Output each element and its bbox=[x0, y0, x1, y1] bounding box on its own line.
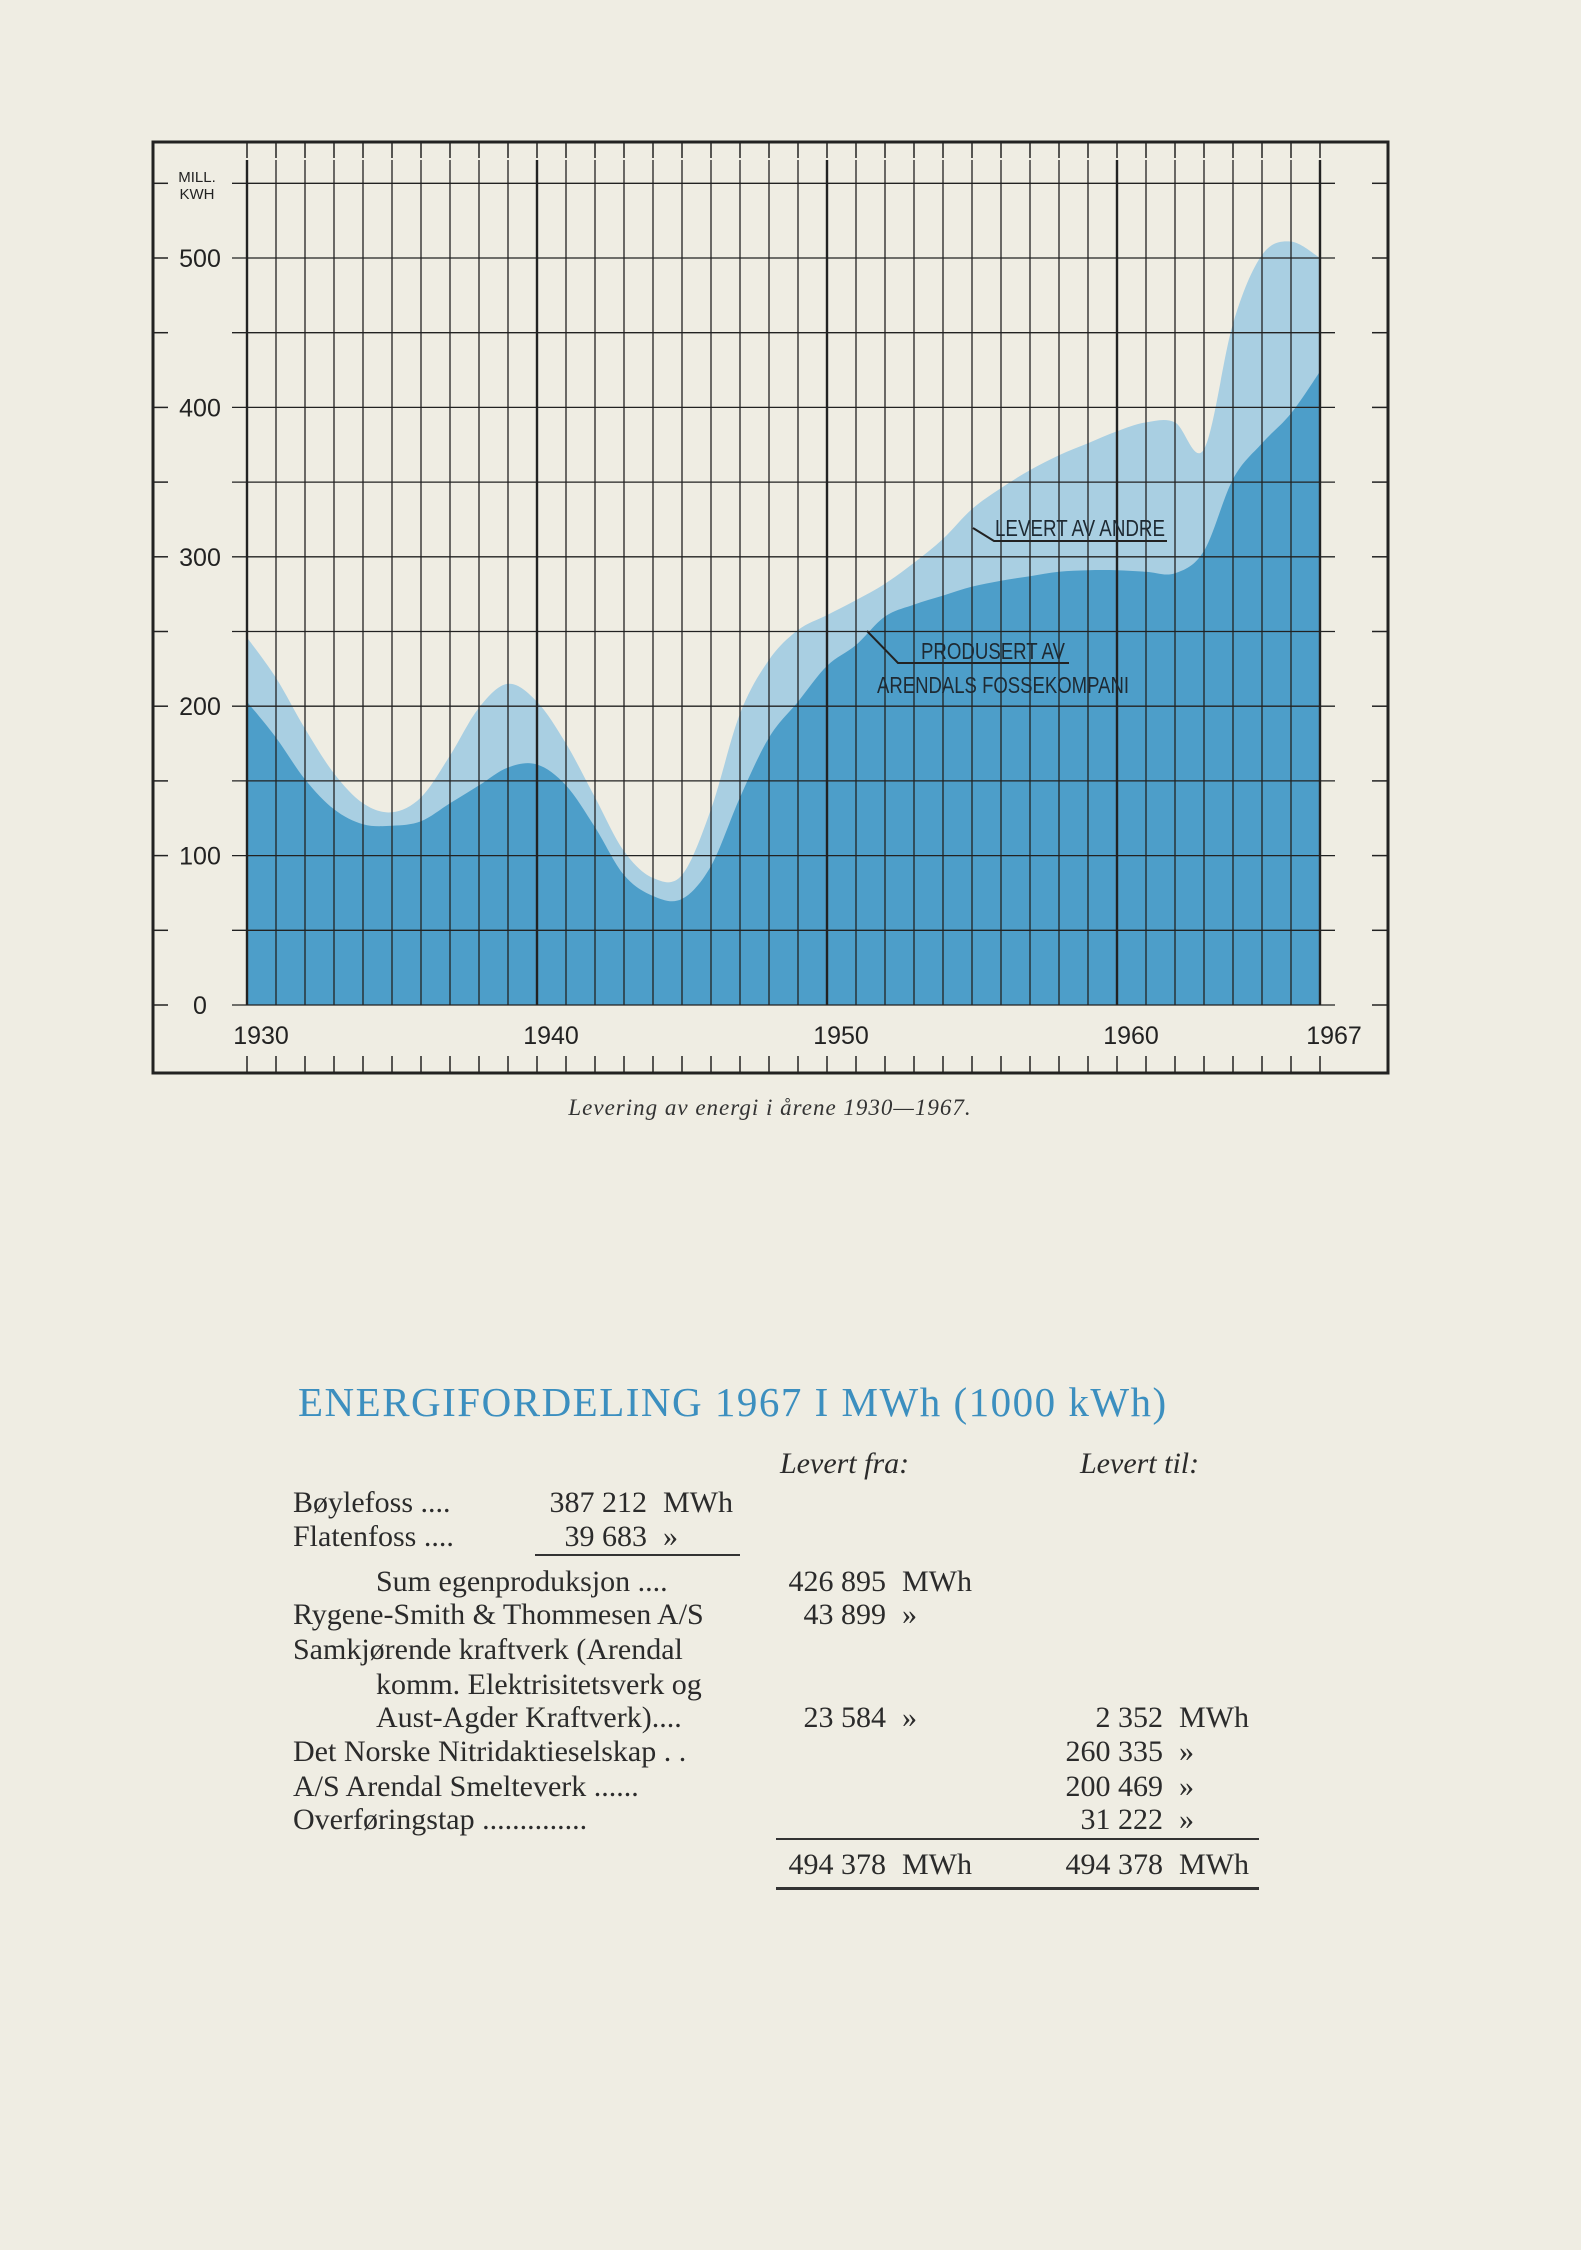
levert-til-unit: » bbox=[1179, 1735, 1194, 1768]
table-row: Sum egenproduksjon .... 426 895 MWh bbox=[0, 1564, 1581, 1600]
row-label: Det Norske Nitridaktieselskap . . bbox=[293, 1735, 687, 1768]
table-row: komm. Elektrisitetsverk og bbox=[0, 1667, 1581, 1703]
total-row: 494 378 MWh 494 378 MWh bbox=[0, 1847, 1581, 1883]
table-row: Samkjørende kraftverk (Arendal bbox=[0, 1632, 1581, 1668]
y-tick-label: 100 bbox=[179, 843, 221, 871]
table-row: A/S Arendal Smelteverk ...... 200 469 » bbox=[0, 1769, 1581, 1805]
y-tick-label: 400 bbox=[179, 394, 221, 422]
table-title: ENERGIFORDELING 1967 I MWh (1000 kWh) bbox=[298, 1379, 1168, 1425]
levert-til-unit: » bbox=[1179, 1770, 1194, 1803]
leader-line-produsert bbox=[866, 630, 1069, 664]
y-unit-label-2: KWH bbox=[180, 186, 215, 203]
levert-til-value: 31 222 bbox=[1080, 1803, 1164, 1836]
y-unit-label-1: MILL. bbox=[178, 169, 216, 186]
subtotal-rule bbox=[535, 1554, 740, 1556]
row-label: Overføringstap .............. bbox=[293, 1803, 588, 1836]
table-row: Overføringstap .............. 31 222 » bbox=[0, 1802, 1581, 1838]
row-label: Sum egenproduksjon .... bbox=[376, 1565, 668, 1598]
x-tick-label: 1930 bbox=[233, 1022, 289, 1050]
production-value: 387 212 bbox=[549, 1486, 648, 1519]
levert-fra-unit: » bbox=[902, 1598, 917, 1631]
sum-rule bbox=[776, 1838, 1259, 1840]
production-unit: MWh bbox=[663, 1486, 733, 1519]
table-row: Flatenfoss .... 39 683 » bbox=[0, 1519, 1581, 1555]
label-levert-av-andre: LEVERT AV ANDRE bbox=[995, 515, 1165, 541]
table-row: Bøylefoss .... 387 212 MWh bbox=[0, 1485, 1581, 1521]
levert-fra-unit: » bbox=[902, 1701, 917, 1734]
label-produsert-av: PRODUSERT AV bbox=[921, 638, 1066, 664]
y-tick-label: 0 bbox=[193, 992, 207, 1020]
row-label: komm. Elektrisitetsverk og bbox=[376, 1668, 702, 1701]
chart-caption: Levering av energi i årene 1930—1967. bbox=[568, 1095, 972, 1120]
leader-line-andre bbox=[972, 527, 1167, 542]
levert-fra-unit: MWh bbox=[902, 1565, 972, 1598]
x-tick-label: 1967 bbox=[1306, 1022, 1362, 1050]
total-til-unit: MWh bbox=[1179, 1848, 1249, 1881]
column-header-levert-til: Levert til: bbox=[1080, 1447, 1200, 1480]
row-label: Bøylefoss .... bbox=[293, 1486, 451, 1519]
area-produced-own bbox=[247, 371, 1320, 1005]
y-tick-label: 200 bbox=[179, 693, 221, 721]
total-fra-unit: MWh bbox=[902, 1848, 972, 1881]
table-row: Det Norske Nitridaktieselskap . . 260 335… bbox=[0, 1734, 1581, 1770]
chart-frame bbox=[151, 140, 1390, 1075]
total-til-value: 494 378 bbox=[1065, 1848, 1164, 1881]
y-tick-label: 300 bbox=[179, 544, 221, 572]
levert-til-unit: » bbox=[1179, 1803, 1194, 1836]
table-row: Aust-Agder Kraftverk).... 23 584 » 2 352 MWh bbox=[0, 1700, 1581, 1736]
production-value: 39 683 bbox=[564, 1520, 648, 1553]
levert-fra-value: 43 899 bbox=[803, 1598, 887, 1631]
annotation-levert-av-andre: LEVERT AV ANDRE bbox=[972, 515, 1167, 542]
row-label: Samkjørende kraftverk (Arendal bbox=[293, 1633, 683, 1666]
levert-til-value: 2 352 bbox=[1095, 1701, 1164, 1734]
x-tick-label: 1950 bbox=[813, 1022, 869, 1050]
energy-delivery-chart: MILL. KWH 0 100 200 300 400 500 1930 1940 1950 19… bbox=[151, 140, 1390, 1075]
levert-til-value: 200 469 bbox=[1065, 1770, 1164, 1803]
total-fra-value: 494 378 bbox=[788, 1848, 887, 1881]
table-header: Levert fra: Levert til: bbox=[0, 1446, 1581, 1482]
levert-fra-value: 426 895 bbox=[788, 1565, 887, 1598]
x-tick-label: 1940 bbox=[523, 1022, 579, 1050]
row-label: Aust-Agder Kraftverk).... bbox=[376, 1701, 682, 1734]
table-row: Rygene-Smith & Thommesen A/S 43 899 » bbox=[0, 1597, 1581, 1633]
row-label: A/S Arendal Smelteverk ...... bbox=[293, 1770, 639, 1803]
levert-til-value: 260 335 bbox=[1065, 1735, 1164, 1768]
levert-til-unit: MWh bbox=[1179, 1701, 1249, 1734]
levert-fra-value: 23 584 bbox=[803, 1701, 887, 1734]
row-label: Rygene-Smith & Thommesen A/S bbox=[293, 1598, 704, 1631]
column-header-levert-fra: Levert fra: bbox=[780, 1447, 910, 1480]
row-label: Flatenfoss .... bbox=[293, 1520, 454, 1553]
x-tick-label: 1960 bbox=[1103, 1022, 1159, 1050]
y-tick-label: 500 bbox=[179, 245, 221, 273]
label-arendals-fossekompani: ARENDALS FOSSEKOMPANI bbox=[877, 672, 1129, 698]
production-unit: » bbox=[663, 1520, 678, 1553]
annotation-produsert: PRODUSERT AV ARENDALS FOSSEKOMPANI bbox=[866, 630, 1129, 698]
total-double-rule bbox=[776, 1887, 1259, 1890]
